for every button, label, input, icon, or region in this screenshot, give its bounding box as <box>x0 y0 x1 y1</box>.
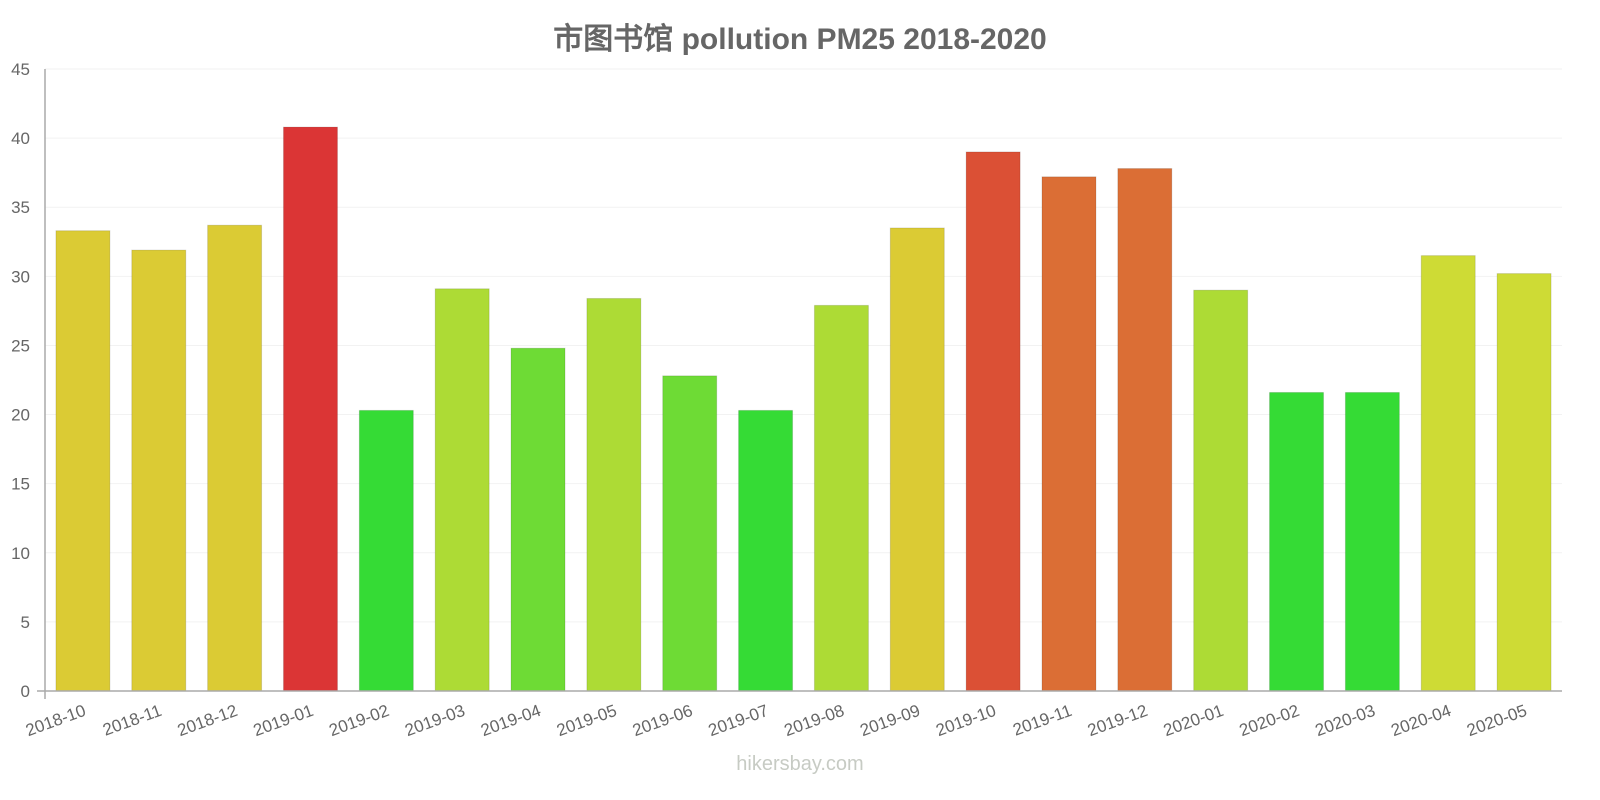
x-tick-label: 2018-10 <box>23 701 88 740</box>
x-tick-label: 2019-04 <box>478 701 543 740</box>
bar-2019-03 <box>434 288 490 692</box>
x-tick-label: 2020-02 <box>1237 701 1302 740</box>
axes <box>37 69 1562 699</box>
bar-2020-05 <box>1496 273 1552 692</box>
bar-2020-02 <box>1269 391 1325 692</box>
x-tick-label: 2020-05 <box>1464 701 1529 740</box>
bar-2019-01 <box>282 126 338 692</box>
bar-2019-05 <box>586 297 642 692</box>
bar-2020-04 <box>1420 255 1476 692</box>
x-tick-label: 2019-08 <box>782 701 847 740</box>
bar-2019-02 <box>358 409 414 692</box>
y-tick-label: 5 <box>21 613 30 632</box>
x-tick-label: 2020-04 <box>1388 701 1453 740</box>
bar-2019-11 <box>1041 176 1097 692</box>
x-tick-label: 2019-11 <box>1010 701 1074 740</box>
y-tick-label: 40 <box>11 129 30 148</box>
bar-2019-04 <box>510 347 566 692</box>
x-tick-label: 2019-09 <box>858 701 923 740</box>
bar-2020-01 <box>1193 289 1249 692</box>
bar-2019-08 <box>813 304 869 692</box>
bars <box>55 126 1552 692</box>
gridlines <box>45 68 1562 623</box>
x-tick-label: 2019-12 <box>1085 701 1150 740</box>
y-axis-ticks: 0 5 10 15 20 25 30 35 40 45 <box>11 60 30 701</box>
y-tick-label: 0 <box>21 682 30 701</box>
bar-2019-12 <box>1117 168 1173 692</box>
bar-2018-12 <box>207 224 263 692</box>
y-tick-label: 15 <box>11 475 30 494</box>
bar-2018-11 <box>131 249 187 692</box>
x-tick-label: 2019-03 <box>402 701 467 740</box>
y-tick-label: 45 <box>11 60 30 79</box>
watermark: hikersbay.com <box>736 753 864 775</box>
y-tick-label: 10 <box>11 544 30 563</box>
x-tick-label: 2019-06 <box>630 701 695 740</box>
bar-2018-10 <box>55 230 111 692</box>
y-tick-label: 30 <box>11 267 30 286</box>
x-tick-label: 2019-01 <box>251 701 316 740</box>
x-tick-label: 2019-07 <box>706 701 771 740</box>
x-tick-label: 2019-02 <box>327 701 392 740</box>
x-tick-label: 2018-11 <box>100 701 164 740</box>
bar-2019-07 <box>738 409 794 692</box>
x-tick-label: 2020-03 <box>1313 701 1378 740</box>
x-tick-label: 2019-05 <box>554 701 619 740</box>
x-tick-label: 2018-12 <box>175 701 240 740</box>
bar-2019-06 <box>662 375 718 692</box>
bar-2020-03 <box>1344 391 1400 692</box>
x-tick-label: 2019-10 <box>933 701 998 740</box>
y-tick-label: 25 <box>11 336 30 355</box>
chart-title: 市图书馆 pollution PM25 2018-2020 <box>553 23 1047 56</box>
x-tick-label: 2020-01 <box>1161 701 1226 740</box>
bar-2019-10 <box>965 151 1021 692</box>
x-axis-ticks: 2018-10 2018-11 2018-12 2019-01 2019-02 2019-… <box>23 701 1529 740</box>
y-tick-label: 20 <box>11 406 30 425</box>
bar-2019-09 <box>889 227 945 692</box>
y-tick-label: 35 <box>11 198 30 217</box>
